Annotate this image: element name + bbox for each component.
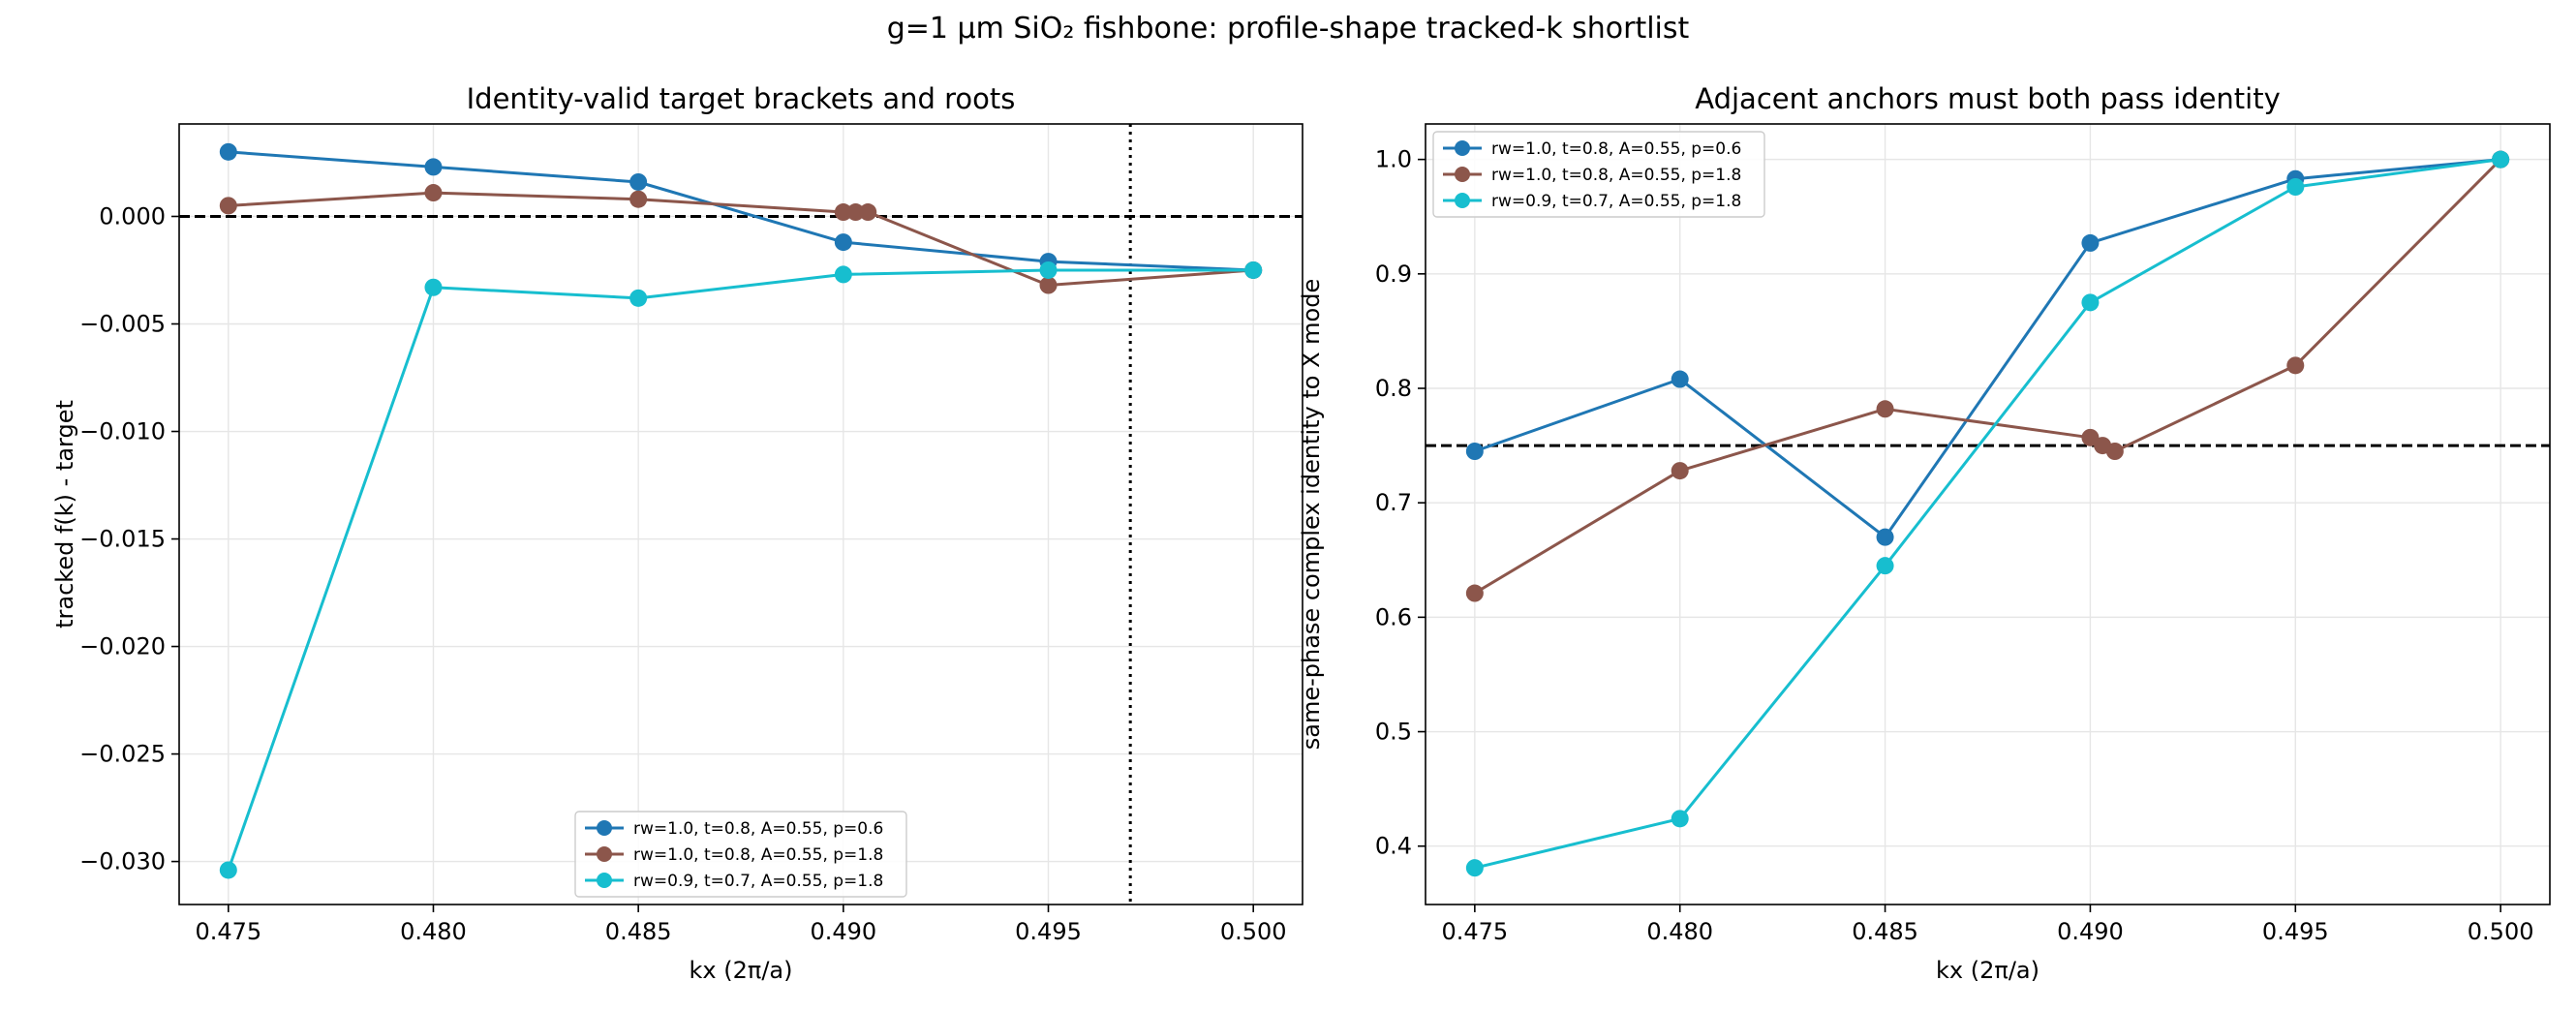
plot-frame <box>1425 123 2551 905</box>
x-tick-label: 0.500 <box>2468 918 2534 945</box>
data-point <box>2081 233 2100 252</box>
data-point <box>1671 370 1689 388</box>
x-tick-label: 0.485 <box>1852 918 1918 945</box>
y-axis-label: same-phase complex identity to X mode <box>1298 279 1325 750</box>
data-point <box>1039 261 1058 279</box>
data-point <box>629 172 648 191</box>
data-point <box>424 158 443 176</box>
legend-entry-2: rw=1.0, t=0.8, A=0.55, p=1.8 <box>1491 166 1741 185</box>
x-tick-label: 0.495 <box>1015 918 1082 945</box>
data-point <box>1671 462 1689 480</box>
data-point <box>629 289 648 307</box>
data-point <box>834 233 852 252</box>
data-point <box>1244 261 1263 279</box>
y-tick-label: −0.030 <box>79 848 166 875</box>
series-line-1 <box>228 150 1254 272</box>
data-point <box>219 197 237 215</box>
plot-frame <box>178 123 1303 905</box>
y-tick-label: −0.015 <box>79 526 166 553</box>
legend-entry-3: rw=0.9, t=0.7, A=0.55, p=1.8 <box>1491 192 1741 211</box>
legend-entry-1: rw=1.0, t=0.8, A=0.55, p=0.6 <box>1491 139 1741 159</box>
x-tick-label: 0.490 <box>2057 918 2124 945</box>
y-tick-label: 0.000 <box>99 202 166 230</box>
x-tick-label: 0.485 <box>605 918 672 945</box>
figure-title: g=1 µm SiO₂ fishbone: profile-shape trac… <box>886 12 1690 46</box>
y-tick-label: 0.6 <box>1375 603 1412 630</box>
y-tick-label: 0.7 <box>1375 489 1412 516</box>
data-point <box>1465 443 1484 460</box>
legend: rw=1.0, t=0.8, A=0.55, p=0.6 rw=1.0, t=0.… <box>574 811 907 898</box>
legend-entry-3: rw=0.9, t=0.7, A=0.55, p=1.8 <box>633 872 883 891</box>
data-point <box>2492 150 2510 169</box>
chart-title: Adjacent anchors must both pass identity <box>1695 82 2281 115</box>
data-point <box>834 203 852 222</box>
x-tick-label: 0.495 <box>2262 918 2329 945</box>
data-point <box>219 142 237 161</box>
data-point <box>1671 810 1689 828</box>
x-axis-label: kx (2π/a) <box>690 957 793 984</box>
y-tick-label: 0.4 <box>1375 833 1412 860</box>
x-tick-label: 0.490 <box>810 918 876 945</box>
y-tick-label: −0.020 <box>79 633 166 660</box>
data-point <box>1876 528 1894 546</box>
data-point <box>2286 178 2305 196</box>
legend-marker <box>1455 193 1470 208</box>
legend: rw=1.0, t=0.8, A=0.55, p=0.6 rw=1.0, t=0.… <box>1432 131 1765 218</box>
data-point <box>846 203 865 222</box>
data-point <box>424 184 443 202</box>
legend-box <box>574 811 907 898</box>
x-tick-label: 0.480 <box>1646 918 1713 945</box>
chart-title: Identity-valid target brackets and roots <box>467 82 1016 115</box>
legend-entry-2: rw=1.0, t=0.8, A=0.55, p=1.8 <box>633 845 883 865</box>
legend-marker <box>597 873 612 888</box>
data-point <box>834 265 852 284</box>
y-axis-label: tracked f(k) - target <box>51 400 78 629</box>
data-point <box>2081 293 2100 312</box>
x-tick-label: 0.480 <box>400 918 467 945</box>
series-line-1 <box>1474 158 2501 539</box>
x-tick-label: 0.500 <box>1220 918 1287 945</box>
data-point <box>1039 276 1058 294</box>
data-point <box>629 190 648 208</box>
y-tick-label: 0.8 <box>1375 375 1412 402</box>
x-tick-label: 0.475 <box>1441 918 1508 945</box>
legend-marker <box>597 820 612 836</box>
data-point <box>2105 443 2124 460</box>
data-point <box>1876 400 1894 418</box>
x-axis-label: kx (2π/a) <box>1936 957 2039 984</box>
series-line-3 <box>227 268 1254 871</box>
y-tick-label: 0.9 <box>1375 261 1412 288</box>
data-point <box>859 203 877 222</box>
legend-marker <box>1455 140 1470 156</box>
series-line-2 <box>1474 158 2502 595</box>
legend-marker <box>597 846 612 862</box>
series-line-3 <box>1474 158 2501 870</box>
data-point <box>424 278 443 296</box>
data-point <box>1465 859 1484 877</box>
data-point <box>219 861 237 879</box>
legend-marker <box>1455 167 1470 182</box>
y-tick-label: −0.010 <box>79 418 166 445</box>
left-chart-panel: 0.475 0.480 0.485 0.490 0.495 0.500 0.000 −0.00… <box>51 82 1303 984</box>
data-point <box>1465 584 1484 602</box>
legend-entry-1: rw=1.0, t=0.8, A=0.55, p=0.6 <box>633 819 883 839</box>
y-tick-label: −0.025 <box>79 741 166 768</box>
y-tick-label: −0.005 <box>79 310 166 337</box>
y-tick-label: 1.0 <box>1375 146 1412 173</box>
data-point <box>2286 356 2305 375</box>
data-point <box>1876 557 1894 575</box>
y-tick-label: 0.5 <box>1375 719 1412 746</box>
x-tick-label: 0.475 <box>195 918 261 945</box>
legend-box <box>1432 131 1765 218</box>
data-point <box>2081 428 2100 446</box>
right-chart-panel: 0.475 0.480 0.485 0.490 0.495 0.500 0.4 0.5 0.6 0… <box>1298 82 2551 984</box>
